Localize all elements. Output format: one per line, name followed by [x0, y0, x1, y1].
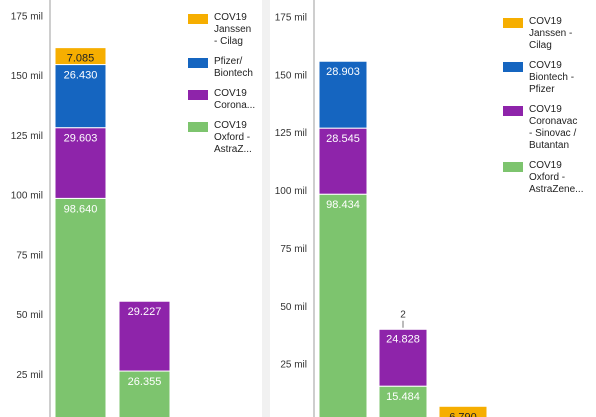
legend-item-astrazeneca[interactable]: COV19 Oxford - AstraZene... [503, 160, 593, 196]
bar-segment[interactable] [378, 328, 428, 330]
bar-value-label: 28.903 [326, 66, 360, 78]
bar-value-label: 15.484 [386, 391, 420, 403]
legend-swatch-icon [188, 122, 208, 132]
y-tick-label: 100 mil [11, 191, 43, 202]
bar-segment[interactable] [118, 370, 171, 417]
bar-value-label: 6.790 [449, 411, 477, 417]
legend-item-janssen[interactable]: COV19 Janssen - Cilag [503, 16, 593, 52]
bar-segment[interactable] [438, 405, 488, 417]
bar-value-label: 29.227 [128, 306, 162, 318]
legend-label: COV19 Corona... [214, 88, 256, 111]
bar-segment[interactable] [318, 193, 368, 417]
bar-segment[interactable] [378, 385, 428, 417]
chart-panel-left: 25 mil 50 mil 75 mil 100 mil 125 mil 150 mil 1… [0, 0, 262, 417]
y-tick-label: 50 mil [280, 302, 307, 313]
y-tick-label: 125 mil [275, 128, 307, 139]
chart-panel-right: 25 mil 50 mil 75 mil 100 mil 125 mil 150 mil 1… [270, 0, 596, 417]
legend-swatch-icon [503, 106, 523, 116]
bar-value-label: 98.434 [326, 199, 360, 211]
bar-value-label: 26.355 [128, 376, 162, 388]
legend-label: COV19 Janssen - Cilag [529, 16, 573, 51]
legend-item-pfizer[interactable]: COV19 Biontech - Pfizer [503, 60, 593, 96]
y-tick-label: 75 mil [280, 244, 307, 255]
bar-value-label: 28.545 [326, 133, 360, 145]
y-tick-label: 25 mil [16, 370, 43, 381]
legend-item-astrazeneca[interactable]: COV19 Oxford - AstraZ... [188, 120, 260, 156]
legend-swatch-icon [188, 14, 208, 24]
legend-item-janssen[interactable]: COV19 Janssen - Cilag [188, 12, 260, 48]
legend-item-pfizer[interactable]: Pfizer/ Biontech [188, 56, 260, 80]
legend-label: Pfizer/ Biontech [214, 56, 253, 79]
chart-left: 25 mil 50 mil 75 mil 100 mil 125 mil 150 mil 1… [11, 0, 171, 417]
bar-segment[interactable] [54, 64, 107, 129]
chart-right: 25 mil 50 mil 75 mil 100 mil 125 mil 150 mil 1… [275, 0, 488, 417]
legend-swatch-icon [503, 18, 523, 28]
bar-segment[interactable] [54, 47, 107, 66]
y-tick-label: 50 mil [16, 310, 43, 321]
legend-item-coronavac[interactable]: COV19 Coronavac - Sinovac / Butantan [503, 104, 593, 152]
legend-label: COV19 Janssen - Cilag [214, 12, 252, 47]
y-tick-label: 75 mil [16, 250, 43, 261]
y-tick-label: 150 mil [11, 71, 43, 82]
bar-segment[interactable] [54, 127, 107, 199]
legend-left: COV19 Janssen - Cilag Pfizer/ Biontech C… [188, 12, 260, 164]
legend-label: COV19 Oxford - AstraZene... [529, 160, 584, 195]
y-tick-label: 175 mil [275, 13, 307, 24]
bar-segment[interactable] [378, 328, 428, 387]
legend-label: COV19 Biontech - Pfizer [529, 60, 575, 95]
y-tick-label: 125 mil [11, 131, 43, 142]
legend-label: COV19 Oxford - AstraZ... [214, 120, 252, 155]
bar-value-label: 29.603 [64, 133, 98, 145]
y-tick-label: 25 mil [280, 360, 307, 371]
legend-label: COV19 Coronavac - Sinovac / Butantan [529, 104, 578, 151]
bar-value-label: 24.828 [386, 334, 420, 346]
bar-value-label: 2 [400, 310, 406, 321]
legend-swatch-icon [188, 90, 208, 100]
bar-value-label: 7.085 [67, 53, 95, 65]
legend-item-coronavac[interactable]: COV19 Corona... [188, 88, 260, 112]
y-tick-label: 100 mil [275, 186, 307, 197]
bar-segment[interactable] [318, 127, 368, 195]
y-tick-label: 175 mil [11, 12, 43, 23]
bar-segment[interactable] [54, 197, 107, 417]
y-tick-label: 150 mil [275, 70, 307, 81]
legend-swatch-icon [503, 62, 523, 72]
legend-swatch-icon [503, 162, 523, 172]
bar-segment[interactable] [318, 60, 368, 129]
legend-swatch-icon [188, 58, 208, 68]
legend-right: COV19 Janssen - Cilag COV19 Biontech - P… [503, 16, 593, 204]
bar-value-label: 98.640 [64, 203, 98, 215]
bar-value-label: 26.430 [64, 70, 98, 82]
bar-segment[interactable] [118, 300, 171, 372]
